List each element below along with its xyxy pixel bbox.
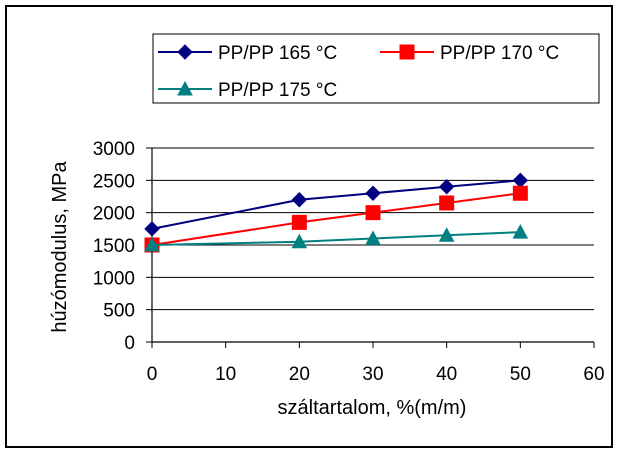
data-point — [438, 179, 455, 195]
data-point — [291, 192, 308, 208]
x-tick-label: 30 — [362, 364, 383, 385]
series — [144, 172, 529, 237]
y-axis-title: húzómodulus, MPa — [49, 161, 71, 333]
y-tick-label: 2000 — [93, 204, 135, 225]
legend-label: PP/PP 175 °C — [218, 80, 337, 101]
x-tick-label: 40 — [436, 364, 457, 385]
legend-item: PP/PP 165 °C — [158, 43, 337, 64]
legend-box — [152, 33, 600, 104]
y-tick-label: 2500 — [93, 171, 135, 192]
x-tick-label: 0 — [147, 364, 158, 385]
legend-label: PP/PP 165 °C — [218, 43, 337, 64]
y-tick-label: 1000 — [93, 268, 135, 289]
x-axis-title: száltartalom, %(m/m) — [278, 397, 467, 419]
data-point — [291, 214, 307, 230]
legend-item: PP/PP 170 °C — [380, 43, 559, 64]
gridlines — [152, 147, 594, 311]
data-point — [291, 233, 308, 249]
data-point — [438, 227, 455, 242]
legend-marker — [177, 44, 193, 60]
data-point — [144, 221, 160, 237]
legend-marker — [399, 44, 415, 60]
data-point — [365, 230, 381, 246]
data-point — [365, 205, 381, 221]
y-tick-label: 0 — [124, 333, 135, 354]
series — [144, 224, 529, 252]
legend: PP/PP 165 °C PP/PP 170 °C PP/PP 175 °C — [152, 33, 600, 104]
data-point — [512, 185, 528, 201]
data-point — [144, 236, 160, 252]
y-tick-label: 500 — [103, 301, 135, 322]
legend-marker — [177, 80, 193, 96]
y-tick-label: 1500 — [93, 236, 135, 257]
y-tick-label: 3000 — [93, 139, 135, 160]
x-tick-label: 50 — [510, 364, 531, 385]
legend-item: PP/PP 175 °C — [158, 80, 337, 101]
x-tick-label: 20 — [289, 364, 310, 385]
axes: 0 500 1000 1500 2000 2500 3000 0 10 20 30 40 50 60 — [93, 139, 605, 385]
data-point — [439, 195, 455, 211]
data-point — [365, 185, 381, 201]
x-tick-label: 60 — [583, 364, 604, 385]
data-point — [512, 224, 529, 239]
x-tick-label: 10 — [215, 364, 236, 385]
legend-label: PP/PP 170 °C — [440, 43, 559, 64]
series-group — [144, 172, 529, 253]
